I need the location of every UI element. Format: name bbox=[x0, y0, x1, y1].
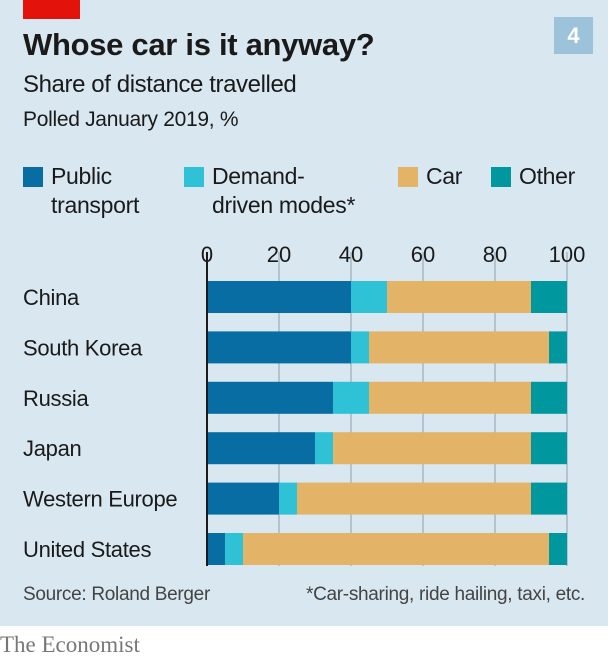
bar-segment-public-transport bbox=[207, 381, 333, 414]
legend-swatch bbox=[398, 167, 418, 187]
bar-segment-public-transport bbox=[207, 482, 279, 515]
legend-item-other: Other bbox=[491, 162, 575, 191]
legend-swatch bbox=[491, 167, 511, 187]
bar-segment-demand-driven-modes bbox=[333, 381, 369, 414]
x-tick-label: 60 bbox=[411, 242, 435, 267]
legend-label: Demand- driven modes* bbox=[212, 162, 355, 220]
legend-label-line: Public bbox=[51, 163, 112, 189]
category-label: South Korea bbox=[23, 335, 143, 360]
bar-segment-public-transport bbox=[207, 281, 351, 313]
chart-unit-note: Polled January 2019, % bbox=[23, 108, 239, 131]
bar-segment-demand-driven-modes bbox=[351, 281, 387, 313]
bar-segment-car bbox=[369, 331, 549, 364]
legend-label: Car bbox=[426, 162, 462, 191]
legend-label-line: Other bbox=[519, 163, 576, 189]
category-label: Western Europe bbox=[23, 487, 177, 512]
legend-swatch bbox=[184, 167, 204, 187]
bar-segment-other bbox=[531, 381, 567, 414]
category-label: Russia bbox=[23, 386, 90, 411]
category-label: United States bbox=[23, 537, 151, 562]
source-note: Source: Roland Berger bbox=[23, 584, 210, 605]
legend-label-line: transport bbox=[51, 192, 140, 218]
legend-item-car: Car bbox=[398, 162, 462, 191]
bar-segment-other bbox=[531, 432, 567, 465]
bar-segment-public-transport bbox=[207, 331, 351, 364]
chart-subtitle: Share of distance travelled bbox=[23, 71, 297, 98]
bar-segment-demand-driven-modes bbox=[279, 482, 297, 515]
brand-red-tab bbox=[23, 0, 80, 19]
bar-segment-demand-driven-modes bbox=[315, 432, 333, 465]
x-tick-label: 40 bbox=[339, 242, 363, 267]
legend-label: Other bbox=[519, 162, 575, 191]
chart-number-badge: 4 bbox=[554, 17, 593, 54]
legend-item-public-transport: Public transport bbox=[23, 162, 139, 220]
legend-label: Public transport bbox=[51, 162, 139, 220]
x-tick-label: 20 bbox=[267, 242, 291, 267]
chart-title: Whose car is it anyway? bbox=[23, 27, 375, 62]
bar-segment-other bbox=[549, 533, 567, 565]
bar-segment-public-transport bbox=[207, 432, 315, 465]
bar-segment-car bbox=[387, 281, 531, 313]
bar-segment-public-transport bbox=[207, 533, 225, 565]
category-label: Japan bbox=[23, 436, 81, 461]
category-label: China bbox=[23, 285, 80, 310]
bar-segment-other bbox=[531, 281, 567, 313]
bar-segment-car bbox=[333, 432, 531, 465]
bar-segment-other bbox=[549, 331, 567, 364]
legend-label-line: Car bbox=[426, 163, 463, 189]
bar-segment-demand-driven-modes bbox=[351, 331, 369, 364]
publisher-logo: The Economist bbox=[0, 632, 140, 657]
bar-segment-other bbox=[531, 482, 567, 515]
legend-label-line: Demand- bbox=[212, 163, 305, 189]
footnote: *Car-sharing, ride hailing, taxi, etc. bbox=[305, 584, 585, 605]
bar-segment-car bbox=[297, 482, 531, 515]
bar-segment-car bbox=[243, 533, 549, 565]
bar-segment-car bbox=[369, 381, 531, 414]
legend-item-demand-driven: Demand- driven modes* bbox=[184, 162, 355, 220]
legend-swatch bbox=[23, 167, 43, 187]
x-tick-label: 100 bbox=[549, 242, 586, 267]
bar-segment-demand-driven-modes bbox=[225, 533, 243, 565]
x-tick-label: 80 bbox=[483, 242, 507, 267]
stacked-bar-chart: 020406080100ChinaSouth KoreaRussiaJapanW… bbox=[23, 242, 586, 566]
legend-label-line: driven modes* bbox=[212, 192, 356, 218]
